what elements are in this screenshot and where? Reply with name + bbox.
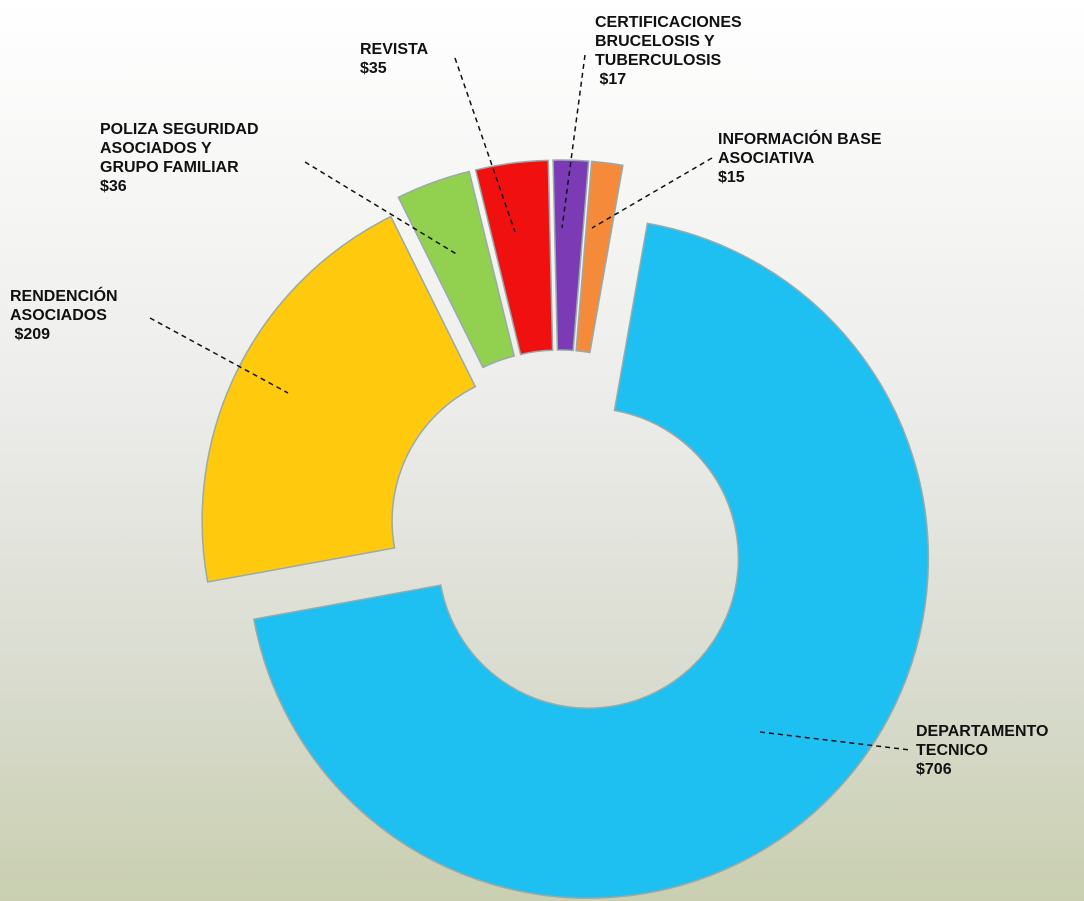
donut-slice [201, 215, 477, 583]
category-label: RENDENCIÓN ASOCIADOS [10, 288, 118, 324]
leader-line [149, 317, 289, 394]
category-label: CERTIFICACIONES BRUCELOSIS Y TUBERCULOSI… [595, 14, 742, 69]
value-label: $17 [595, 71, 627, 88]
donut-slice [575, 160, 624, 354]
category-label: INFORMACIÓN BASE ASOCIATIVA [718, 131, 882, 167]
slice-label: RENDENCIÓN ASOCIADOS $209 [10, 287, 118, 344]
slice-label: INFORMACIÓN BASE ASOCIATIVA $15 [718, 130, 882, 187]
category-label: DEPARTAMENTO TECNICO [916, 723, 1049, 759]
slice-label: POLIZA SEGURIDAD ASOCIADOS Y GRUPO FAMIL… [100, 120, 259, 196]
donut-slice [397, 170, 516, 369]
slice-label: REVISTA $35 [360, 40, 428, 78]
donut-slice [474, 159, 554, 356]
value-label: $35 [360, 60, 387, 77]
leader-line [454, 57, 516, 233]
value-label: $209 [10, 326, 51, 343]
donut-slice [253, 222, 930, 899]
donut-slice [552, 159, 590, 352]
leader-line [304, 161, 459, 256]
category-label: REVISTA [360, 41, 429, 58]
value-label: $15 [718, 169, 745, 186]
slice-label: CERTIFICACIONES BRUCELOSIS Y TUBERCULOSI… [595, 13, 742, 89]
category-label: POLIZA SEGURIDAD ASOCIADOS Y GRUPO FAMIL… [100, 121, 259, 176]
slice-label: DEPARTAMENTO TECNICO $706 [916, 722, 1048, 779]
value-label: $706 [916, 761, 952, 778]
value-label: $36 [100, 178, 127, 195]
leader-line [759, 731, 911, 751]
leader-line [561, 54, 586, 229]
